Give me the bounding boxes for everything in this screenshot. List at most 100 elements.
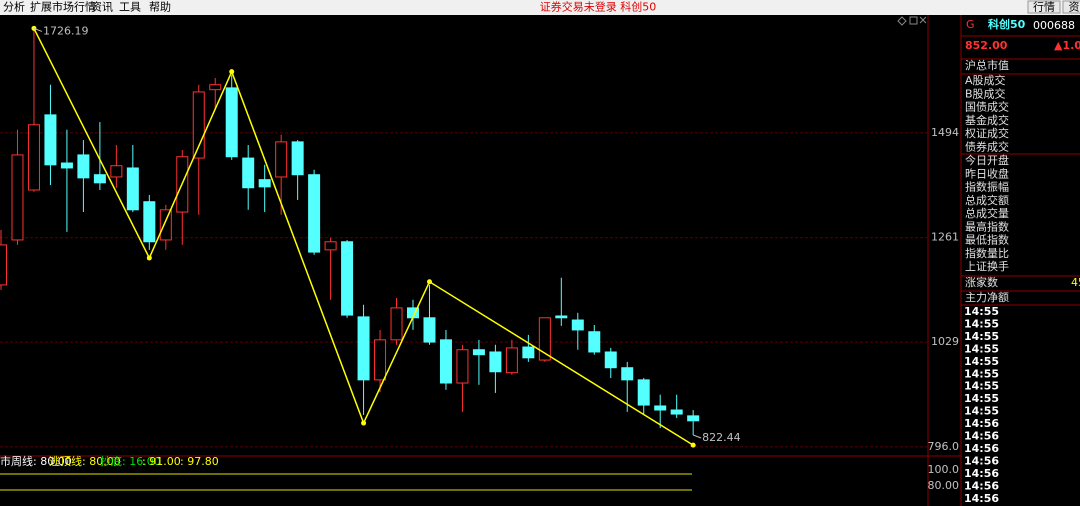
trade-time: 14:56 <box>964 479 999 492</box>
candle-body <box>258 179 271 188</box>
flag: G <box>966 18 975 31</box>
trade-time: 14:56 <box>964 430 999 443</box>
field-label: 最低指数 <box>965 233 1009 247</box>
field-label: 指数振幅 <box>965 180 1009 194</box>
trade-time: 14:56 <box>964 467 999 480</box>
menu-item[interactable]: 资讯 <box>91 1 113 14</box>
menu-item[interactable]: 工具 <box>119 1 141 14</box>
candle-body <box>143 201 156 243</box>
field-label: 今日开盘 <box>965 153 1009 167</box>
candle-body <box>555 315 568 319</box>
candle-body <box>93 174 106 184</box>
candle-body <box>571 319 584 331</box>
zigzag-point <box>361 420 367 426</box>
button[interactable]: 资 <box>1069 1 1080 14</box>
tool-icon[interactable] <box>897 16 907 26</box>
candle-body <box>687 415 700 422</box>
trade-time: 14:56 <box>964 442 999 455</box>
field-label: B股成交 <box>965 86 1006 100</box>
candle-body <box>439 339 452 384</box>
candle-body <box>192 91 205 159</box>
candle-body <box>538 317 551 361</box>
candle-body <box>604 351 617 369</box>
y-tick-label: 1029 <box>931 335 959 348</box>
indicator-legend: : 91.00 <box>142 455 181 468</box>
field-label: 昨日收盘 <box>965 166 1009 180</box>
candle-body <box>44 114 57 166</box>
candle-body <box>275 141 288 178</box>
trade-time: 14:55 <box>964 330 999 343</box>
menu-bar <box>0 0 1080 15</box>
candle-body <box>637 379 650 406</box>
trade-time: 14:56 <box>964 417 999 430</box>
candle-body <box>242 157 255 189</box>
candle-body <box>209 84 222 91</box>
menu-item[interactable]: 扩展市场行情 <box>30 0 96 14</box>
candle-body <box>77 154 90 179</box>
button-frame[interactable] <box>1027 0 1061 14</box>
candle-body <box>456 349 469 384</box>
trade-time: 14:55 <box>964 392 999 405</box>
candle-body <box>11 154 24 241</box>
trade-time: 14:56 <box>964 454 999 467</box>
y-tick-label: 796.0 <box>928 440 960 453</box>
tool-icon[interactable] <box>909 16 918 25</box>
y-tick-label: 1261 <box>931 231 959 244</box>
candle-body <box>654 405 667 411</box>
candle-body <box>60 162 73 169</box>
zigzag-point <box>146 255 152 261</box>
indicator-legend: 市周线: 80.00 <box>0 454 72 468</box>
change: ▲1.0 <box>1054 39 1080 52</box>
price: 852.00 <box>965 39 1008 52</box>
annotation-pointer <box>692 434 702 439</box>
button[interactable]: 行情 <box>1033 1 1055 14</box>
candle-body <box>27 124 40 191</box>
candle-body <box>374 339 387 381</box>
candle-body <box>489 351 502 373</box>
candle-body <box>110 165 123 178</box>
field-label: 总成交量 <box>965 206 1009 220</box>
candle-body <box>522 346 535 359</box>
button-frame[interactable] <box>1062 0 1080 14</box>
candle-body <box>390 307 403 341</box>
candle-body <box>308 174 321 253</box>
trade-time: 14:55 <box>964 380 999 393</box>
field-label: 基金成交 <box>965 113 1009 127</box>
candle-body <box>472 349 485 356</box>
field-label: 国债成交 <box>965 100 1009 114</box>
y-tick-label: 1494 <box>931 126 959 139</box>
field-label: 指数量比 <box>965 246 1009 260</box>
trade-time: 14:55 <box>964 405 999 418</box>
indicator-legend: : 97.80 <box>180 455 219 468</box>
field-label: 主力净额 <box>965 290 1009 304</box>
menu-item[interactable]: 分析 <box>3 0 25 14</box>
tool-icon[interactable] <box>919 16 927 24</box>
login-status: 证券交易未登录 科创50 <box>540 0 657 14</box>
candle-body <box>423 317 436 343</box>
trade-time: 14:56 <box>964 492 999 505</box>
zigzag-line <box>33 28 694 446</box>
candle-body <box>126 167 139 211</box>
candle-body <box>670 409 683 415</box>
candle-body <box>357 316 370 381</box>
candle-body <box>225 87 238 158</box>
index-name: 科创50 <box>988 17 1026 31</box>
annotation: 1726.19 <box>43 24 89 37</box>
field-label: 权证成交 <box>965 126 1009 140</box>
index-code: 000688 <box>1033 19 1075 32</box>
field-label: 涨家数 <box>965 275 998 289</box>
chart-tools <box>897 16 927 26</box>
field-label: 债券成交 <box>965 139 1009 153</box>
annotation: 822.44 <box>702 431 741 444</box>
field-label: 总成交额 <box>965 193 1009 207</box>
zigzag-point <box>229 69 235 75</box>
field-label: 最高指数 <box>965 219 1009 233</box>
trade-time: 14:55 <box>964 305 999 318</box>
candle-body <box>588 331 601 353</box>
zigzag-point <box>690 442 696 448</box>
y-tick-label: 80.00 <box>928 479 960 492</box>
menu-item[interactable]: 帮助 <box>149 0 171 14</box>
